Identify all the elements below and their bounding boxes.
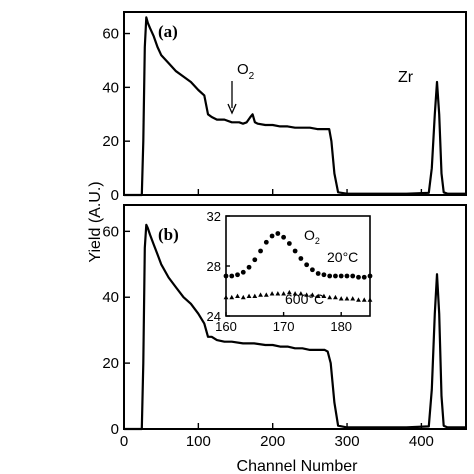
data-point-20c [281, 234, 286, 240]
data-point-20c [235, 272, 240, 278]
data-point-600c [304, 292, 310, 297]
data-point-20c [292, 248, 298, 254]
data-point-20c [310, 267, 315, 273]
y-tick-label: 40 [102, 289, 119, 306]
data-point-20c [223, 273, 229, 279]
data-point-600c [356, 297, 361, 302]
data-point-20c [286, 241, 292, 246]
data-point-20c [333, 273, 338, 279]
data-point-600c [292, 291, 298, 296]
x-tick-label: 0 [120, 433, 128, 450]
x-tick-label: 400 [409, 433, 434, 450]
data-point-20c [298, 256, 304, 261]
data-point-20c [367, 273, 373, 279]
panel-b-spectrum-line [124, 223, 466, 431]
panel-b: 0 20 40 60 0 100 200 300 400 (b) [102, 204, 467, 450]
y-tick-label: 20 [102, 133, 119, 150]
data-point-600c [263, 292, 269, 297]
data-point-600c [321, 293, 327, 298]
x-tick-label: 300 [335, 433, 360, 450]
y-tick-label: 0 [111, 187, 119, 204]
y-axis-label: Yield (A.U.) [87, 181, 104, 262]
x-tick-label: 180 [330, 319, 352, 334]
data-point-600c [315, 293, 321, 298]
data-point-20c [275, 231, 281, 236]
data-point-20c [356, 274, 361, 280]
inset-o2-label: O2 [304, 227, 320, 246]
data-point-20c [321, 272, 327, 278]
data-point-20c [269, 233, 275, 239]
data-point-20c [338, 273, 344, 279]
inset-legend-20c: 20°C [327, 249, 358, 265]
zr-annotation: Zr [398, 69, 414, 86]
data-point-600c [298, 291, 304, 296]
panel-a: 0 20 40 60 (a) O2 Zr [102, 11, 467, 204]
data-point-600c [246, 293, 252, 298]
data-point-600c [229, 294, 235, 300]
x-tick-label: 160 [215, 319, 237, 334]
data-point-600c [338, 296, 344, 301]
inset-markers [223, 231, 373, 302]
data-point-600c [286, 289, 292, 295]
o2-arrow-head [227, 103, 237, 115]
y-tick-label: 32 [207, 209, 221, 224]
x-tick-label: 170 [273, 319, 295, 334]
o2-annotation-text: O2 [237, 61, 255, 82]
data-point-600c [344, 296, 350, 301]
data-point-600c [281, 291, 286, 296]
data-point-600c [269, 291, 275, 296]
data-point-20c [252, 257, 258, 263]
y-tick-label: 24 [207, 309, 221, 324]
data-point-600c [235, 293, 240, 298]
x-axis-label: Channel Number [237, 458, 359, 474]
panel-a-spectrum-line [124, 16, 466, 197]
data-point-20c [361, 274, 367, 280]
inset-legend-600c: 600°C [285, 291, 324, 307]
panel-b-frame [123, 204, 467, 430]
data-point-20c [344, 273, 350, 279]
y-tick-label: 40 [102, 79, 119, 96]
data-point-600c [240, 294, 246, 300]
data-point-600c [367, 297, 373, 302]
y-tick-label: 28 [207, 259, 221, 274]
data-point-600c [327, 294, 333, 300]
data-point-600c [333, 294, 338, 300]
y-tick-label: 20 [102, 355, 119, 372]
y-tick-label: 0 [111, 421, 119, 438]
data-point-20c [246, 264, 252, 270]
data-point-600c [350, 296, 356, 301]
data-point-20c [263, 239, 269, 245]
y-tick-label: 60 [102, 26, 119, 43]
data-point-20c [315, 271, 321, 276]
panel-a-frame [123, 11, 467, 196]
data-point-600c [223, 294, 229, 300]
data-point-20c [258, 248, 263, 254]
x-tick-label: 200 [260, 433, 285, 450]
inset-plot: 24 28 32 160 170 180 O2 20°C 600°C [207, 209, 373, 334]
data-point-20c [327, 273, 333, 279]
panel-b-label: (b) [158, 225, 179, 244]
data-point-600c [275, 291, 281, 296]
data-point-600c [258, 292, 263, 297]
y-tick-label: 60 [102, 223, 119, 240]
data-point-20c [350, 273, 356, 279]
x-tick-label: 100 [186, 433, 211, 450]
panel-a-ticks: 0 20 40 60 [102, 26, 423, 204]
panel-a-o2-annotation: O2 [227, 61, 255, 115]
data-point-600c [361, 297, 367, 302]
data-point-20c [240, 269, 246, 275]
inset-ticks: 24 28 32 160 170 180 [207, 209, 353, 334]
data-point-20c [229, 273, 235, 279]
data-point-600c [310, 292, 315, 297]
panel-a-label: (a) [158, 22, 178, 41]
data-point-20c [304, 262, 310, 268]
data-point-600c [252, 293, 258, 298]
panel-b-ticks: 0 20 40 60 0 100 200 300 400 [102, 223, 434, 450]
